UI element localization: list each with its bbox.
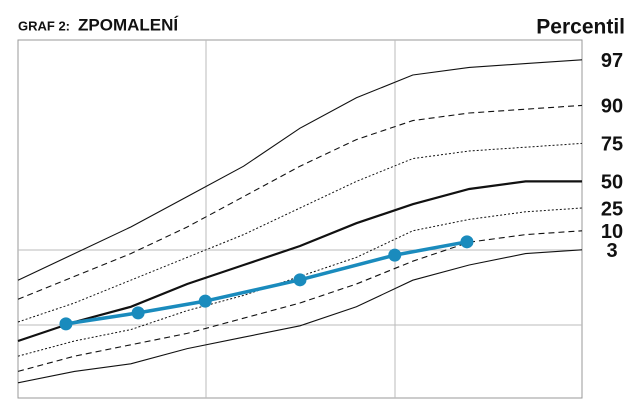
measurement-point	[293, 273, 307, 287]
percentile-line	[17, 230, 583, 372]
legend-label: 3	[606, 240, 617, 262]
measurement-point	[460, 235, 474, 249]
measurement-point	[59, 317, 73, 331]
measurement-point	[198, 294, 212, 308]
chart-title: ZPOMALENÍ	[78, 15, 179, 34]
percentile-line	[17, 59, 583, 281]
chart-title-prefix: GRAF 2:	[18, 18, 70, 33]
legend-label: 97	[601, 50, 623, 72]
legend-label: 50	[601, 172, 623, 194]
legend-label: 25	[601, 198, 623, 220]
plot-frame	[17, 39, 583, 399]
legend-label: 10	[601, 221, 623, 243]
percentile-line	[17, 249, 583, 384]
legend-label: 75	[601, 134, 623, 156]
legend-title: Percentil	[536, 16, 625, 39]
measurement-line	[65, 240, 468, 326]
percentile-line	[17, 180, 582, 343]
percentile-line	[17, 142, 583, 323]
legend-label: 90	[601, 96, 623, 118]
measurement-point	[388, 248, 402, 262]
measurement-point	[131, 306, 145, 320]
percentile-line	[17, 104, 583, 300]
